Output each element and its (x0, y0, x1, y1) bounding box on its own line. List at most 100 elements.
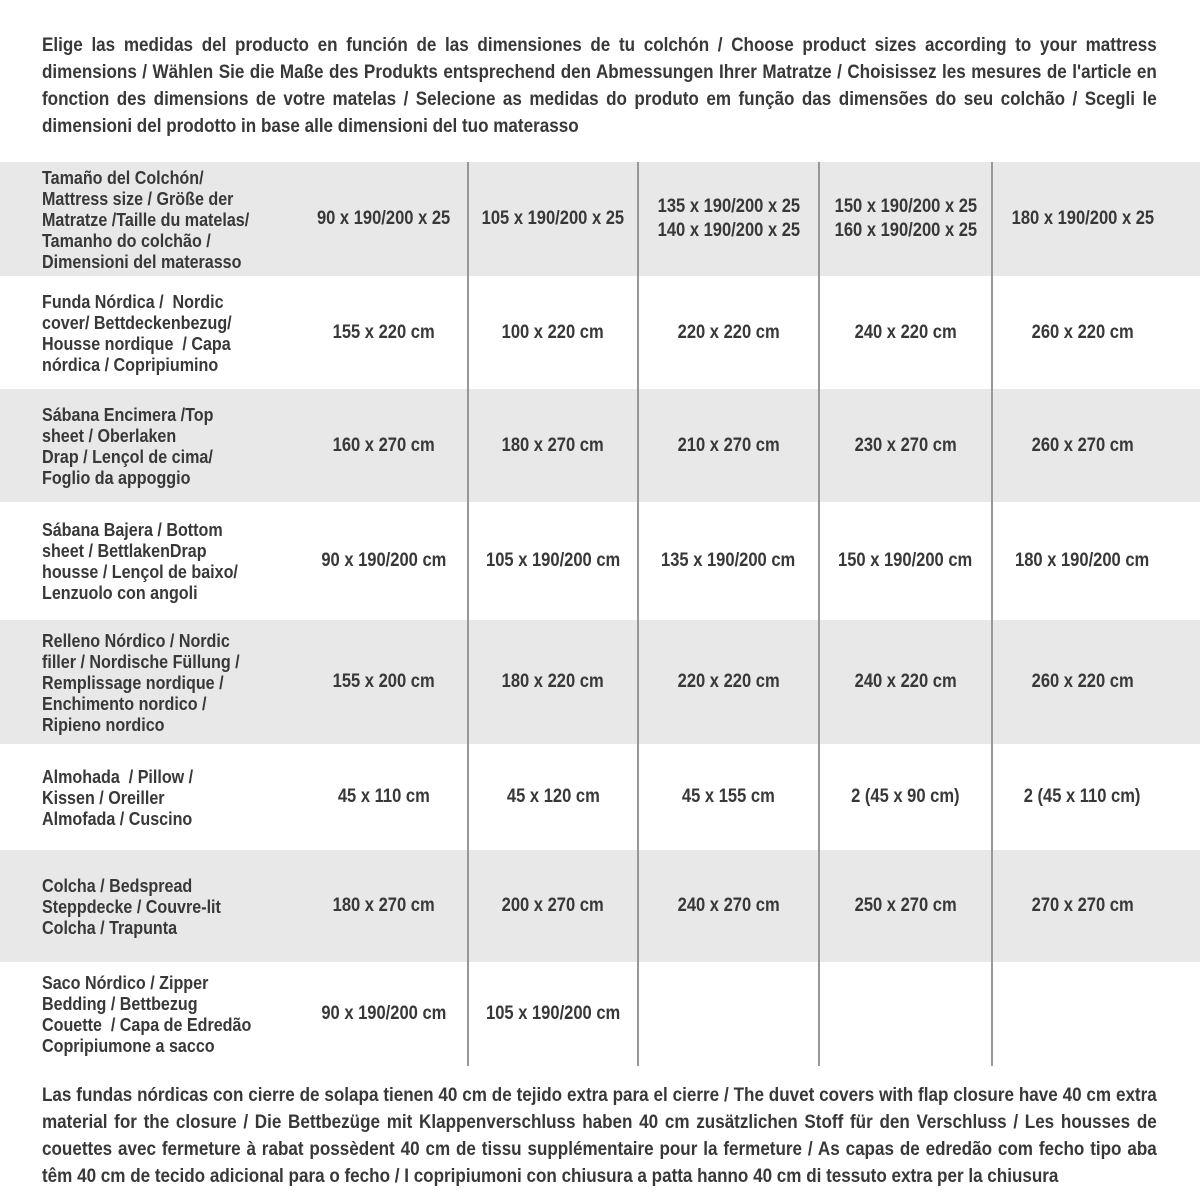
table-row-top-sheet: Sábana Encimera /Top sheet / Oberlaken D… (0, 389, 1200, 502)
size-value-text: 2 (45 x 110 cm) (1024, 786, 1141, 807)
row-label-cell: Saco Nórdico / Zipper Bedding / Bettbezu… (0, 962, 300, 1066)
header-size-text: 135 x 190/200 x 25 140 x 190/200 x 25 (657, 196, 800, 241)
size-value-cell: 2 (45 x 90 cm) (818, 744, 991, 850)
row-label-cell: Sábana Encimera /Top sheet / Oberlaken D… (0, 389, 300, 502)
table-row-bedspread: Colcha / Bedspread Steppdecke / Couvre-l… (0, 850, 1200, 962)
size-value-cell: 180 x 190/200 cm (991, 502, 1200, 620)
size-value-cell: 155 x 220 cm (300, 276, 467, 389)
table-row-bottom-sheet: Sábana Bajera / Bottom sheet / Bettlaken… (0, 502, 1200, 620)
size-value-text: 150 x 190/200 cm (838, 550, 973, 571)
header-label-cell: Tamaño del Colchón/ Mattress size / Größ… (0, 162, 300, 276)
size-value-text: 270 x 270 cm (1031, 895, 1134, 916)
header-label-text: Tamaño del Colchón/ Mattress size / Größ… (42, 166, 250, 272)
size-value-text: 240 x 220 cm (854, 321, 957, 343)
footer-block: Las fundas nórdicas con cierre de solapa… (42, 1066, 1157, 1190)
size-value-cell: 135 x 190/200 cm (637, 502, 818, 620)
size-value-text: 2 (45 x 90 cm) (851, 786, 960, 807)
size-value-text: 45 x 120 cm (506, 786, 600, 807)
size-value-text: 240 x 220 cm (854, 671, 957, 692)
table-row-nordic-filler: Relleno Nórdico / Nordic filler / Nordis… (0, 620, 1200, 744)
header-size-text: 150 x 190/200 x 25 160 x 190/200 x 25 (834, 196, 977, 241)
size-value-cell (818, 962, 991, 1066)
size-value-cell: 210 x 270 cm (637, 389, 818, 502)
size-value-cell: 250 x 270 cm (818, 850, 991, 962)
header-size-text: 90 x 190/200 x 25 (316, 208, 451, 229)
size-value-text: 160 x 270 cm (332, 434, 435, 456)
size-value-cell: 180 x 270 cm (300, 850, 467, 962)
size-value-text: 220 x 220 cm (677, 671, 780, 692)
header-size-cell: 105 x 190/200 x 25 (467, 162, 637, 276)
size-value-cell: 220 x 220 cm (637, 276, 818, 389)
intro-text: Elige las medidas del producto en funció… (42, 34, 1157, 137)
row-label-text: Colcha / Bedspread Steppdecke / Couvre-l… (42, 874, 221, 938)
size-value-cell: 240 x 270 cm (637, 850, 818, 962)
header-size-text: 180 x 190/200 x 25 (1011, 208, 1154, 229)
size-value-text: 180 x 190/200 cm (1015, 550, 1150, 571)
size-value-text: 155 x 220 cm (332, 321, 435, 343)
size-value-text: 250 x 270 cm (854, 895, 957, 916)
size-value-text: 200 x 270 cm (501, 895, 605, 916)
size-value-text: 90 x 190/200 cm (320, 1003, 447, 1024)
size-value-cell: 45 x 110 cm (300, 744, 467, 850)
row-label-cell: Funda Nórdica / Nordic cover/ Bettdecken… (0, 276, 300, 389)
table-header-row: Tamaño del Colchón/ Mattress size / Größ… (0, 162, 1200, 276)
header-size-cell: 150 x 190/200 x 25 160 x 190/200 x 25 (818, 162, 991, 276)
row-label-cell: Relleno Nórdico / Nordic filler / Nordis… (0, 620, 300, 744)
intro-block: Elige las medidas del producto en funció… (42, 0, 1157, 140)
size-value-text: 90 x 190/200 cm (320, 550, 447, 571)
row-label-text: Sábana Bajera / Bottom sheet / Bettlaken… (42, 519, 238, 603)
table-row-pillow: Almohada / Pillow / Kissen / Oreiller Al… (0, 744, 1200, 850)
header-size-cell: 135 x 190/200 x 25 140 x 190/200 x 25 (637, 162, 818, 276)
size-value-cell: 240 x 220 cm (818, 276, 991, 389)
size-value-text: 180 x 270 cm (501, 434, 605, 456)
row-label-text: Sábana Encimera /Top sheet / Oberlaken D… (42, 403, 214, 488)
size-value-cell: 180 x 220 cm (467, 620, 637, 744)
size-value-cell (637, 962, 818, 1066)
row-label-cell: Colcha / Bedspread Steppdecke / Couvre-l… (0, 850, 300, 962)
size-value-text: 260 x 220 cm (1031, 671, 1134, 692)
header-size-cell: 90 x 190/200 x 25 (300, 162, 467, 276)
size-value-cell: 45 x 120 cm (467, 744, 637, 850)
size-value-text: 135 x 190/200 cm (661, 550, 796, 571)
size-value-cell: 230 x 270 cm (818, 389, 991, 502)
size-value-text: 260 x 270 cm (1031, 434, 1134, 456)
size-value-cell: 220 x 220 cm (637, 620, 818, 744)
row-label-text: Saco Nórdico / Zipper Bedding / Bettbezu… (42, 972, 252, 1056)
size-value-cell (991, 962, 1200, 1066)
size-value-cell: 200 x 270 cm (467, 850, 637, 962)
size-value-cell: 100 x 220 cm (467, 276, 637, 389)
row-label-text: Funda Nórdica / Nordic cover/ Bettdecken… (42, 290, 232, 375)
size-value-text: 105 x 190/200 cm (485, 1003, 621, 1024)
size-value-cell: 260 x 220 cm (991, 620, 1200, 744)
size-value-text: 240 x 270 cm (677, 895, 780, 916)
size-value-text: 220 x 220 cm (677, 321, 780, 343)
size-value-cell: 270 x 270 cm (991, 850, 1200, 962)
size-value-cell: 105 x 190/200 cm (467, 962, 637, 1066)
size-value-cell: 160 x 270 cm (300, 389, 467, 502)
size-value-cell: 105 x 190/200 cm (467, 502, 637, 620)
size-value-cell: 2 (45 x 110 cm) (991, 744, 1200, 850)
header-size-cell: 180 x 190/200 x 25 (991, 162, 1200, 276)
size-value-text: 260 x 220 cm (1031, 321, 1134, 343)
size-value-text: 105 x 190/200 cm (485, 550, 621, 571)
size-table: Tamaño del Colchón/ Mattress size / Größ… (0, 162, 1200, 1066)
row-label-cell: Sábana Bajera / Bottom sheet / Bettlaken… (0, 502, 300, 620)
row-label-cell: Almohada / Pillow / Kissen / Oreiller Al… (0, 744, 300, 850)
size-value-text: 230 x 270 cm (854, 434, 957, 456)
size-value-text: 45 x 155 cm (682, 786, 775, 807)
size-value-text: 155 x 200 cm (332, 671, 435, 692)
size-value-text: 210 x 270 cm (677, 434, 780, 456)
size-value-cell: 155 x 200 cm (300, 620, 467, 744)
size-value-text: 100 x 220 cm (501, 321, 605, 343)
footer-note: Las fundas nórdicas con cierre de solapa… (42, 1084, 1157, 1187)
size-value-cell: 240 x 220 cm (818, 620, 991, 744)
table-row-zipper-bedding: Saco Nórdico / Zipper Bedding / Bettbezu… (0, 962, 1200, 1066)
row-label-text: Relleno Nórdico / Nordic filler / Nordis… (42, 629, 240, 735)
size-value-cell: 150 x 190/200 cm (818, 502, 991, 620)
size-value-text: 45 x 110 cm (337, 786, 430, 807)
size-value-cell: 90 x 190/200 cm (300, 502, 467, 620)
size-value-cell: 45 x 155 cm (637, 744, 818, 850)
size-value-cell: 260 x 220 cm (991, 276, 1200, 389)
size-value-cell: 180 x 270 cm (467, 389, 637, 502)
